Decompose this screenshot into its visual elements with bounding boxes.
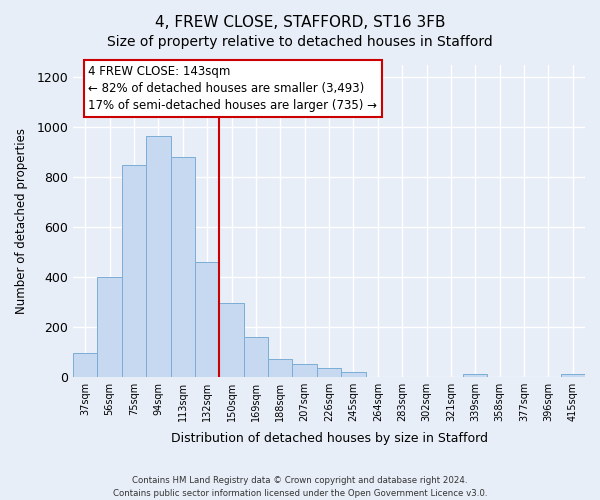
Bar bbox=[97, 277, 122, 376]
Bar bbox=[268, 358, 292, 376]
Bar bbox=[146, 136, 170, 376]
Bar bbox=[170, 157, 195, 376]
Bar bbox=[220, 303, 244, 376]
Bar bbox=[195, 262, 220, 376]
Y-axis label: Number of detached properties: Number of detached properties bbox=[15, 128, 28, 314]
Bar bbox=[341, 372, 365, 376]
Bar bbox=[560, 374, 585, 376]
Bar bbox=[463, 374, 487, 376]
Bar bbox=[122, 165, 146, 376]
Bar bbox=[244, 337, 268, 376]
Text: Contains HM Land Registry data © Crown copyright and database right 2024.
Contai: Contains HM Land Registry data © Crown c… bbox=[113, 476, 487, 498]
Bar bbox=[317, 368, 341, 376]
Text: 4 FREW CLOSE: 143sqm
← 82% of detached houses are smaller (3,493)
17% of semi-de: 4 FREW CLOSE: 143sqm ← 82% of detached h… bbox=[88, 65, 377, 112]
Text: Size of property relative to detached houses in Stafford: Size of property relative to detached ho… bbox=[107, 35, 493, 49]
Bar bbox=[292, 364, 317, 376]
X-axis label: Distribution of detached houses by size in Stafford: Distribution of detached houses by size … bbox=[170, 432, 488, 445]
Text: 4, FREW CLOSE, STAFFORD, ST16 3FB: 4, FREW CLOSE, STAFFORD, ST16 3FB bbox=[155, 15, 445, 30]
Bar bbox=[73, 353, 97, 376]
